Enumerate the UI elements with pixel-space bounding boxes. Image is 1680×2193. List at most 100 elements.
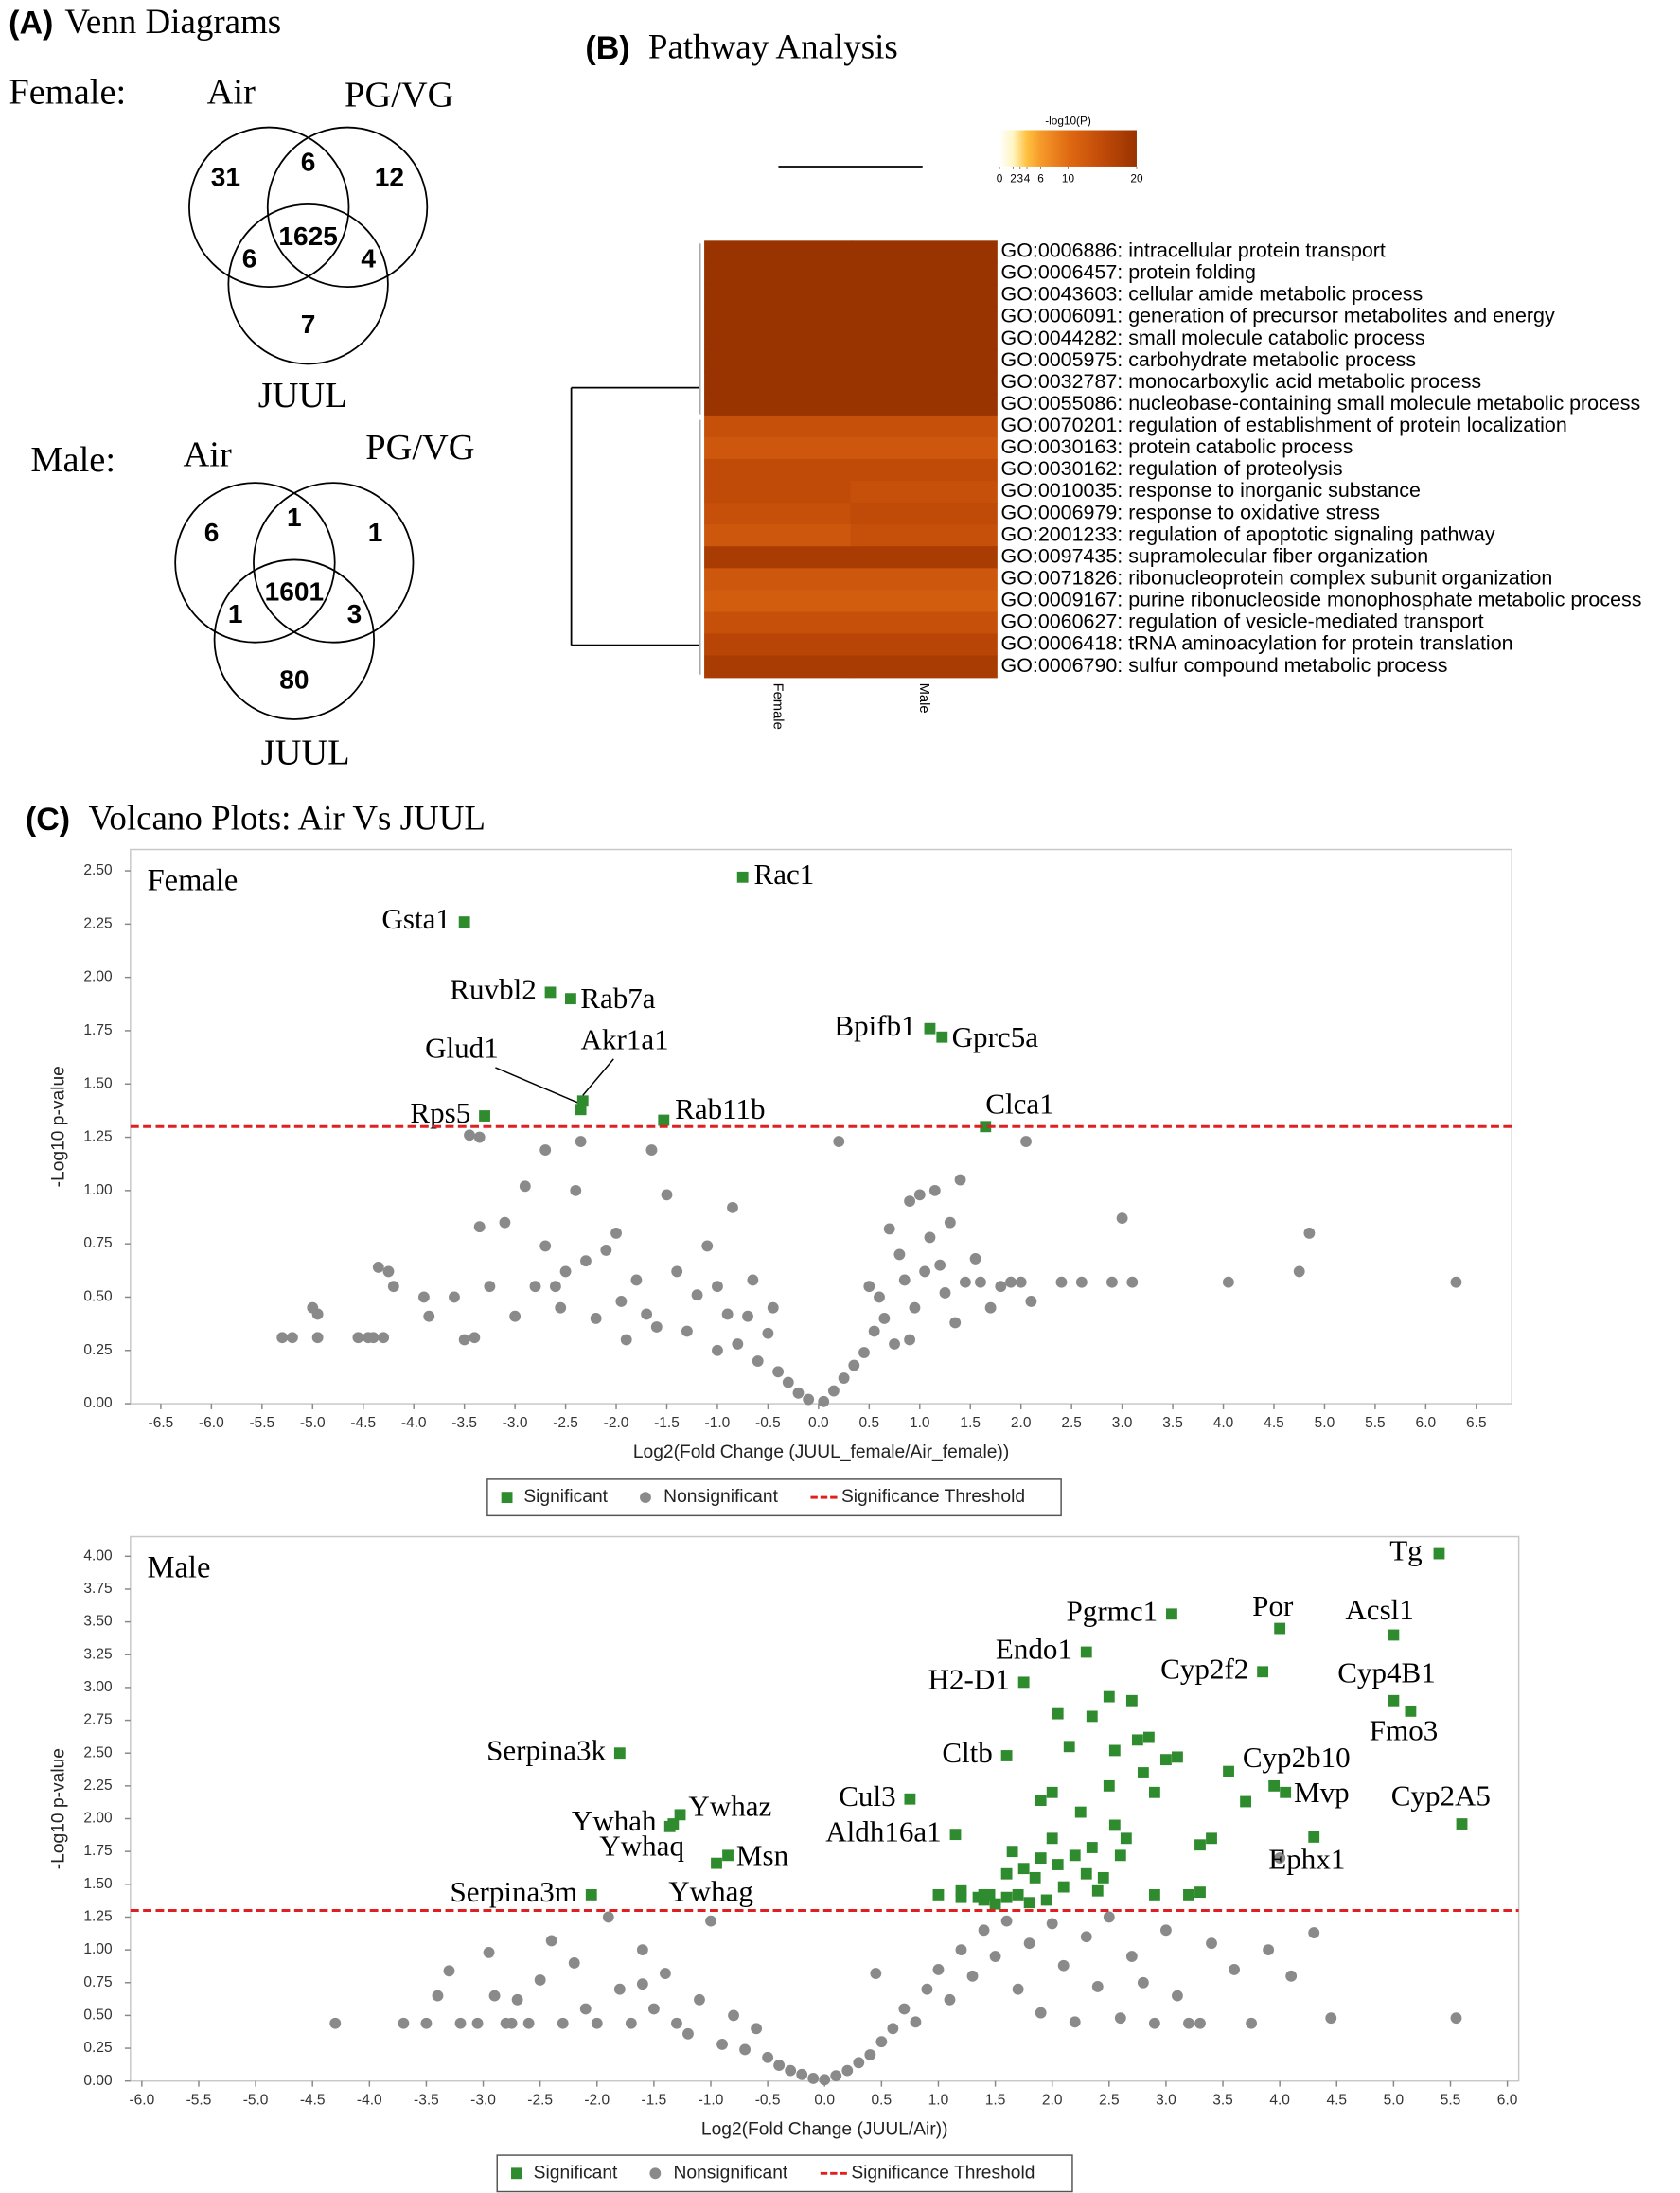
point-label: Mvp	[1294, 1776, 1350, 1809]
region-count: 1	[368, 518, 383, 547]
nonsignificant-point	[944, 1216, 956, 1229]
nonsignificant-point	[286, 1332, 298, 1344]
y-tick-label: 1.50	[83, 1075, 113, 1091]
heatmap-cell	[850, 284, 998, 308]
legend-marker	[649, 2167, 662, 2180]
heatmap-cell	[850, 524, 998, 547]
nonsignificant-point	[682, 2027, 694, 2040]
significant-point	[1046, 1832, 1058, 1845]
x-tick-label: -4.5	[350, 1415, 376, 1431]
nonsignificant-point	[620, 1334, 632, 1346]
nonsignificant-point	[545, 1935, 557, 1947]
y-tick-label: 1.00	[83, 1182, 113, 1198]
significant-point	[1046, 1786, 1058, 1798]
heatmap-cell	[704, 458, 852, 482]
y-tick-label: 1.25	[83, 1909, 112, 1925]
nonsignificant-point	[311, 1332, 324, 1344]
row-label: GO:2001233: regulation of apoptotic sign…	[1001, 522, 1495, 545]
nonsignificant-point	[924, 1231, 936, 1244]
point-label: Cul3	[839, 1779, 895, 1813]
x-tick-label: 4.5	[1264, 1415, 1284, 1431]
nonsignificant-point	[600, 1244, 612, 1256]
plot-title: Female	[148, 863, 239, 897]
nonsignificant-point	[995, 1281, 1007, 1293]
y-tick-label: 2.75	[83, 1712, 112, 1728]
nonsignificant-point	[1012, 1983, 1024, 1995]
legend-box	[496, 2154, 1073, 2193]
panel-label: (B)	[585, 30, 629, 66]
nonsignificant-point	[580, 1255, 592, 1267]
significant-point	[722, 1849, 734, 1862]
nonsignificant-point	[898, 2003, 911, 2015]
nonsignificant-point	[499, 1216, 511, 1229]
y-axis-label: -Log10 p-value	[49, 1066, 69, 1187]
significant-point	[1086, 1842, 1098, 1853]
significant-point	[972, 1891, 984, 1903]
y-tick-label: 4.00	[83, 1547, 113, 1564]
set-label: Air	[184, 434, 232, 474]
row-label: GO:0010035: response to inorganic substa…	[1001, 479, 1421, 502]
nonsignificant-point	[519, 1180, 531, 1193]
significant-point	[1148, 1786, 1160, 1798]
nonsignificant-point	[830, 2070, 842, 2082]
heatmap-cell	[850, 546, 998, 570]
nonsignificant-point	[939, 1287, 951, 1299]
panel-title: Venn Diagrams	[64, 2, 281, 41]
significant-point	[1280, 1786, 1292, 1798]
nonsignificant-point	[1055, 1276, 1068, 1288]
nonsignificant-point	[944, 1993, 956, 2006]
region-count: 3	[347, 599, 363, 628]
nonsignificant-point	[443, 1965, 455, 1977]
heatmap-cell	[704, 349, 852, 373]
nonsignificant-point	[975, 1276, 986, 1288]
nonsignificant-point	[1308, 1927, 1320, 1939]
nonsignificant-point	[796, 2068, 808, 2080]
significant-point	[1017, 1676, 1030, 1689]
nonsignificant-point	[1293, 1265, 1305, 1278]
nonsignificant-point	[848, 1359, 860, 1371]
significant-point	[1063, 1741, 1075, 1753]
x-tick-label: 5.5	[1441, 2093, 1461, 2109]
significant-point	[1057, 1881, 1070, 1893]
x-tick-label: 1.0	[910, 1415, 930, 1431]
point-label: Cyp4B1	[1337, 1655, 1436, 1689]
significant-point	[663, 1820, 676, 1832]
heatmap-cell	[850, 436, 998, 460]
significant-point	[1029, 1871, 1041, 1884]
y-tick-label: 3.50	[83, 1614, 113, 1630]
nonsignificant-point	[1450, 1276, 1462, 1288]
point-label: Cyp2A5	[1391, 1779, 1491, 1813]
row-label: GO:0006886: intracellular protein transp…	[1001, 239, 1386, 262]
x-tick-label: 4.0	[1213, 1415, 1234, 1431]
point-label: H2-D1	[928, 1662, 1010, 1695]
nonsignificant-point	[329, 2017, 342, 2029]
heatmap-cell	[704, 503, 852, 525]
significant-point	[1166, 1608, 1177, 1620]
nonsignificant-point	[921, 1983, 933, 1995]
nonsignificant-point	[909, 1301, 921, 1314]
nonsignificant-point	[539, 1240, 552, 1252]
nonsignificant-point	[863, 1281, 875, 1293]
nonsignificant-point	[1091, 1981, 1104, 1992]
nonsignificant-point	[625, 2017, 637, 2029]
heatmap-cell	[704, 371, 852, 395]
nonsignificant-point	[1020, 1136, 1032, 1147]
nonsignificant-point	[1106, 1276, 1118, 1288]
heatmap-cell	[850, 262, 998, 286]
nonsignificant-point	[311, 1308, 324, 1320]
nonsignificant-point	[864, 2049, 876, 2060]
y-tick-label: 0.50	[83, 1289, 113, 1305]
region-count: 6	[301, 147, 316, 176]
row-label: GO:0006091: generation of precursor meta…	[1001, 305, 1555, 327]
set-label: Air	[207, 72, 256, 112]
x-tick-label: 1.0	[928, 2093, 949, 2109]
x-tick-label: -1.5	[642, 2093, 667, 2109]
row-label: GO:0060627: regulation of vesicle-mediat…	[1001, 610, 1484, 633]
nonsignificant-point	[432, 1990, 444, 2002]
row-label: GO:0030162: regulation of proteolysis	[1001, 457, 1343, 480]
x-tick-label: -1.0	[699, 2093, 724, 2109]
legend-marker	[640, 1492, 651, 1504]
point-label: Gprc5a	[952, 1020, 1039, 1053]
significant-point	[1000, 1867, 1013, 1880]
nonsignificant-point	[610, 1227, 622, 1239]
